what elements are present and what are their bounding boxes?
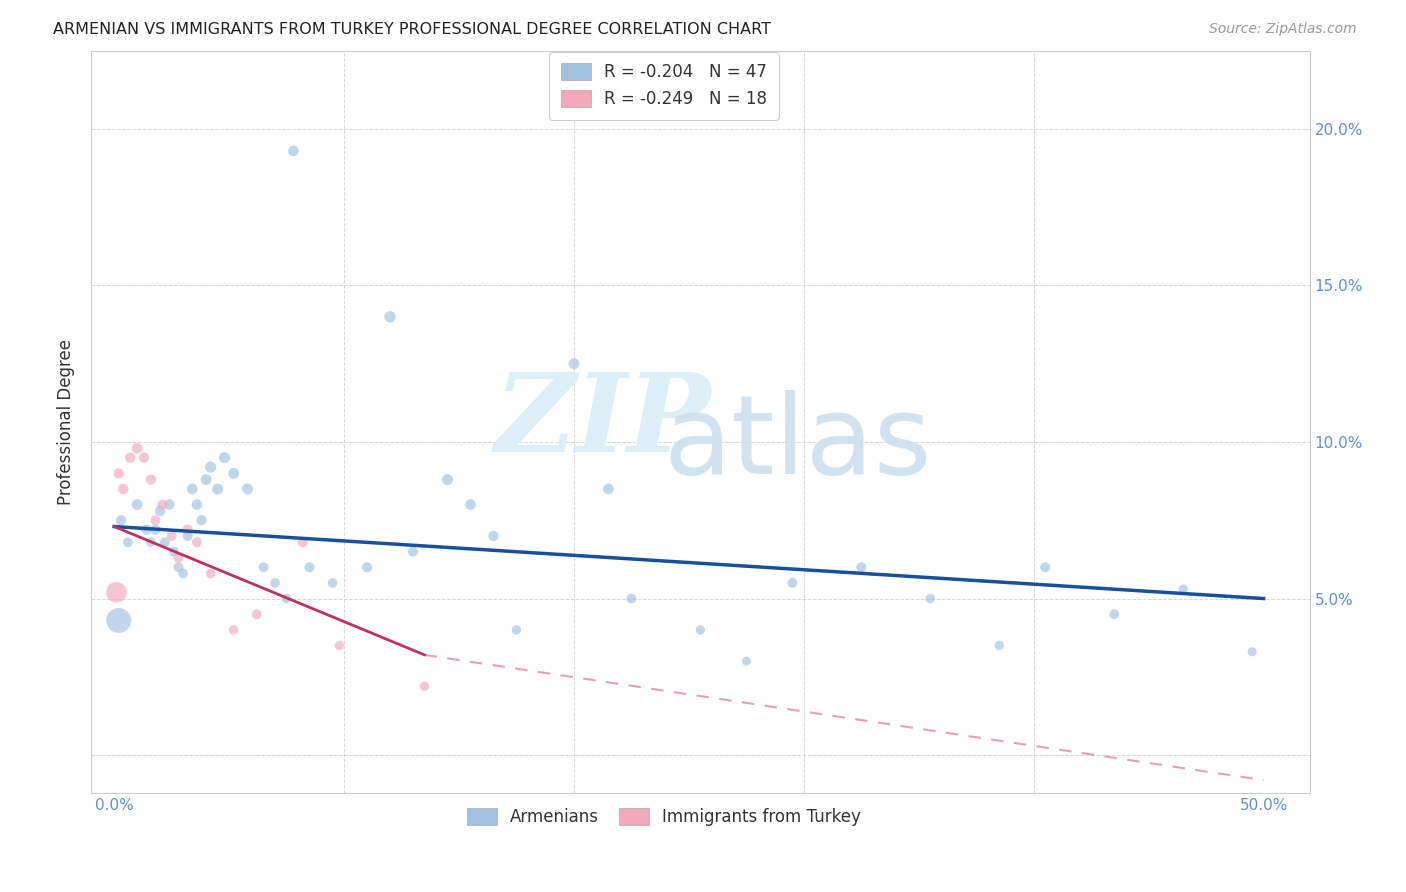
Point (139, 473, 162, 487)
Point (356, 560, 378, 574)
Point (112, 482, 135, 496)
Point (132, 450, 155, 465)
Point (378, 310, 401, 324)
Point (117, 535, 139, 549)
Point (328, 639, 350, 653)
Point (207, 482, 229, 496)
Point (167, 550, 190, 565)
Point (689, 623, 711, 637)
Point (214, 450, 236, 465)
Point (1241, 645, 1264, 659)
Point (482, 529, 505, 543)
Point (402, 544, 425, 558)
Point (167, 560, 190, 574)
Point (505, 623, 527, 637)
Point (620, 591, 643, 606)
Text: atlas: atlas (664, 391, 932, 498)
Point (190, 513, 212, 527)
Text: Source: ZipAtlas.com: Source: ZipAtlas.com (1209, 22, 1357, 37)
Point (163, 544, 186, 558)
Point (562, 357, 585, 371)
Point (222, 623, 245, 637)
Point (1102, 607, 1125, 622)
Point (200, 460, 222, 475)
Point (291, 535, 314, 549)
Point (252, 560, 274, 574)
Point (988, 639, 1011, 653)
Point (107, 467, 129, 481)
Point (782, 575, 804, 590)
Y-axis label: Professional Degree: Professional Degree (58, 339, 75, 505)
Point (276, 591, 298, 606)
Text: ARMENIAN VS IMMIGRANTS FROM TURKEY PROFESSIONAL DEGREE CORRELATION CHART: ARMENIAN VS IMMIGRANTS FROM TURKEY PROFE… (53, 22, 772, 37)
Point (200, 566, 222, 581)
Point (127, 498, 149, 512)
Point (139, 535, 162, 549)
Point (1033, 560, 1056, 574)
Point (145, 513, 167, 527)
Point (110, 513, 132, 527)
Point (236, 482, 259, 496)
Point (152, 498, 174, 512)
Point (1173, 582, 1195, 596)
Point (153, 535, 176, 549)
Point (298, 560, 321, 574)
Point (177, 523, 200, 537)
Point (135, 523, 157, 537)
Point (735, 654, 758, 668)
Point (195, 473, 218, 487)
Legend: Armenians, Immigrants from Turkey: Armenians, Immigrants from Turkey (457, 798, 872, 837)
Point (920, 591, 942, 606)
Point (436, 473, 458, 487)
Point (222, 467, 245, 481)
Text: ZIP: ZIP (495, 368, 711, 475)
Point (413, 679, 436, 693)
Point (160, 529, 183, 543)
Point (186, 498, 208, 512)
Point (145, 523, 167, 537)
Point (149, 504, 172, 518)
Point (172, 566, 194, 581)
Point (177, 529, 200, 543)
Point (127, 442, 149, 456)
Point (120, 450, 142, 465)
Point (157, 498, 180, 512)
Point (460, 498, 482, 512)
Point (322, 575, 344, 590)
Point (181, 482, 204, 496)
Point (105, 585, 128, 599)
Point (598, 482, 620, 496)
Point (283, 144, 305, 158)
Point (264, 575, 287, 590)
Point (186, 535, 208, 549)
Point (246, 607, 269, 622)
Point (851, 560, 873, 574)
Point (107, 614, 129, 628)
